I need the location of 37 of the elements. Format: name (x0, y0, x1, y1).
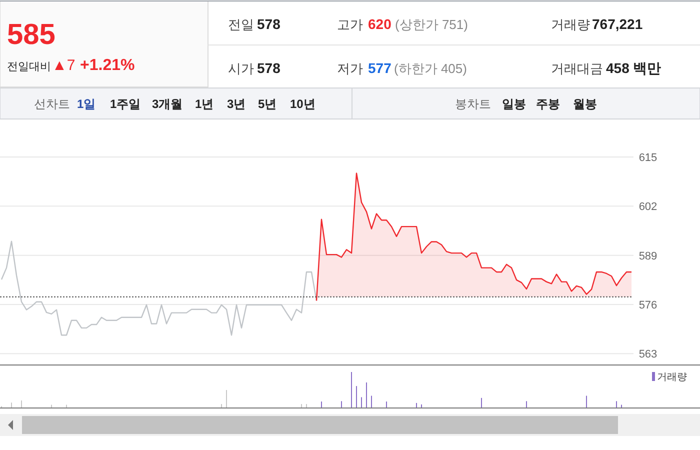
text: +1.21% (80, 57, 135, 74)
text: 고가 (337, 17, 363, 32)
text: 주봉 (536, 97, 560, 111)
y-tick-label: 615 (638, 152, 658, 164)
text: 시가 (228, 61, 254, 76)
y-tick-label: 602 (638, 201, 658, 214)
text: 767,221 (592, 16, 643, 32)
text: 1일 (77, 97, 96, 111)
text: 3개월 (152, 97, 183, 111)
line-series (0, 240, 318, 336)
text: 10년 (290, 97, 316, 111)
legend-label: 거래량 (657, 372, 687, 383)
text: (상한가 751) (395, 17, 468, 32)
text: 620 (368, 16, 392, 32)
text: 월봉 (573, 97, 597, 111)
text: 일봉 (502, 97, 526, 111)
text: ▲7 (52, 57, 76, 74)
text: 전일대비 (7, 61, 51, 73)
text: 거래량 (551, 17, 590, 32)
text: 저가 (337, 61, 363, 76)
y-tick-label: 589 (638, 250, 658, 262)
text: 선차트 (34, 97, 70, 111)
text: 전일 (228, 17, 254, 32)
text: 봉차트 (455, 97, 491, 111)
y-tick-label: 576 (638, 299, 658, 312)
y-tick-label: 563 (638, 348, 658, 361)
text: 578 (257, 60, 281, 76)
text: 1년 (195, 97, 214, 111)
text: (하한가 405) (394, 61, 467, 76)
text: 458 백만 (606, 60, 662, 76)
text: 3년 (227, 97, 246, 111)
text: 577 (368, 60, 392, 76)
text: 578 (257, 16, 281, 32)
text: 585 (7, 19, 56, 51)
text: 거래대금 (551, 61, 603, 76)
text: 1주일 (110, 97, 141, 111)
text: 5년 (258, 97, 277, 111)
